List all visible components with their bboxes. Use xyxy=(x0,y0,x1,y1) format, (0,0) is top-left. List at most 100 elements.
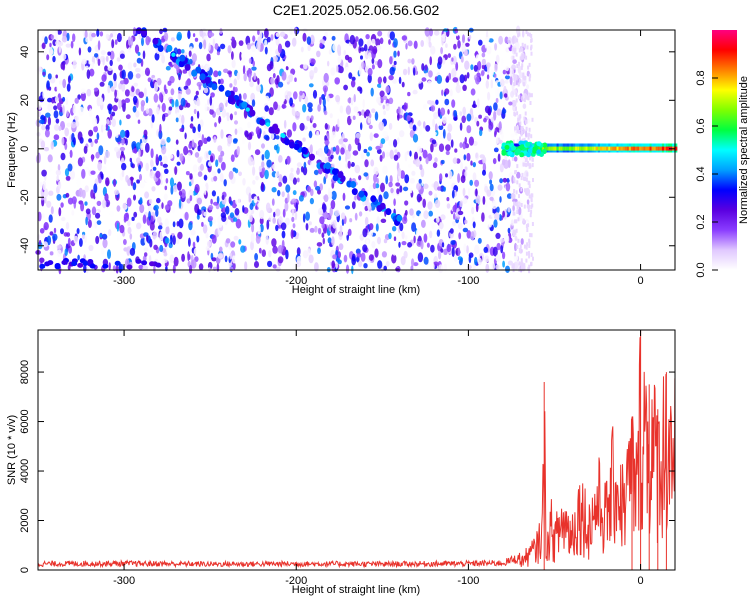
heatmap-cell xyxy=(265,235,269,245)
heatmap-cell xyxy=(421,63,425,71)
heatmap-cell xyxy=(502,210,505,218)
heatmap-cell xyxy=(259,209,265,220)
heatmap-cell xyxy=(367,67,373,76)
heatmap-cell xyxy=(86,88,92,97)
heatmap-cell xyxy=(577,146,581,151)
heatmap-cell xyxy=(177,231,183,240)
heatmap-cell xyxy=(111,111,116,117)
heatmap-cell xyxy=(261,154,265,161)
heatmap-cell xyxy=(69,149,73,158)
heatmap-cell xyxy=(64,127,69,137)
heatmap-cell xyxy=(295,202,299,212)
heatmap-cell xyxy=(367,52,372,59)
heatmap-cell xyxy=(455,84,461,94)
heatmap-cell xyxy=(94,138,98,144)
heatmap-cell xyxy=(445,43,448,48)
heatmap-cell xyxy=(309,125,313,132)
heatmap-cell xyxy=(162,163,168,168)
heatmap-cell xyxy=(195,90,199,96)
heatmap-cell xyxy=(641,146,645,151)
heatmap-cell xyxy=(242,205,245,213)
heatmap-cell xyxy=(132,182,137,191)
heatmap-cell xyxy=(148,198,153,204)
heatmap-cell xyxy=(90,170,96,175)
heatmap-cell xyxy=(292,122,297,132)
heatmap-cell xyxy=(253,72,257,81)
heatmap-cell xyxy=(175,139,179,145)
heatmap-cell xyxy=(475,188,478,197)
heatmap-cell xyxy=(327,237,332,244)
heatmap-cell xyxy=(358,211,363,217)
heatmap-cell xyxy=(407,66,410,76)
heatmap-cell xyxy=(337,56,342,64)
heatmap-cell xyxy=(83,264,87,273)
heatmap-cell xyxy=(399,130,405,138)
heatmap-cell xyxy=(113,178,117,187)
heatmap-cell xyxy=(523,76,526,81)
heatmap-cell xyxy=(272,264,277,269)
heatmap-cell xyxy=(522,219,525,224)
heatmap-cell xyxy=(52,55,56,63)
heatmap-cell xyxy=(212,38,216,49)
heatmap-cell xyxy=(436,229,441,237)
heatmap-cell xyxy=(351,201,356,210)
heatmap-cell xyxy=(525,55,528,60)
heatmap-cell xyxy=(413,262,419,267)
heatmap-cell xyxy=(221,194,225,201)
heatmap-cell xyxy=(236,72,240,81)
heatmap-cell xyxy=(498,121,502,131)
heatmap-cell xyxy=(526,95,529,100)
heatmap-cell xyxy=(202,224,208,234)
heatmap-cell xyxy=(264,149,270,160)
heatmap-cell xyxy=(530,209,533,214)
heatmap-cells xyxy=(35,25,678,275)
heatmap-cell xyxy=(478,39,483,46)
heatmap-cell xyxy=(337,50,342,56)
heatmap-cell xyxy=(223,68,229,74)
heatmap-cell xyxy=(392,247,397,256)
heatmap-cell xyxy=(265,122,271,127)
heatmap-cell xyxy=(216,195,220,204)
heatmap-cell xyxy=(514,47,517,52)
heatmap-cell xyxy=(144,172,150,183)
heatmap-cell xyxy=(193,247,200,256)
heatmap-cell xyxy=(620,146,624,151)
heatmap-cell xyxy=(187,152,192,162)
heatmap-cell xyxy=(364,44,368,52)
heatmap-cell xyxy=(515,126,518,131)
heatmap-cell xyxy=(206,53,211,62)
heatmap-cell xyxy=(438,250,442,260)
heatmap-cell xyxy=(350,181,357,188)
heatmap-cell xyxy=(392,78,398,84)
heatmap-cell xyxy=(104,150,110,159)
heatmap-cell xyxy=(426,242,430,248)
heatmap-cell xyxy=(253,196,258,204)
heatmap-cell xyxy=(157,225,163,230)
heatmap-cell xyxy=(188,50,192,57)
heatmap-cell xyxy=(546,146,550,151)
heatmap-cell xyxy=(599,146,603,151)
heatmap-cell xyxy=(446,197,450,202)
heatmap-cell xyxy=(334,209,340,217)
heatmap-cell xyxy=(512,211,515,216)
heatmap-cell xyxy=(281,71,287,81)
heatmap-cell xyxy=(245,256,252,263)
heatmap-cell xyxy=(385,261,390,267)
heatmap-cell xyxy=(132,105,137,113)
heatmap-cell xyxy=(38,119,45,124)
heatmap-cell xyxy=(308,130,313,139)
heatmap-cell xyxy=(452,55,457,65)
colorbar-tick-label: 0.8 xyxy=(695,70,707,85)
heatmap-cell xyxy=(96,220,102,226)
heatmap-cell xyxy=(536,141,542,147)
heatmap-cell xyxy=(255,205,258,210)
heatmap-cell xyxy=(197,209,202,216)
heatmap-cell xyxy=(415,229,419,240)
heatmap-cell xyxy=(324,162,331,170)
heatmap-cell xyxy=(143,129,148,137)
heatmap-cell xyxy=(61,216,66,222)
heatmap-cell xyxy=(88,244,94,252)
heatmap-cell xyxy=(91,61,95,69)
heatmap-cell xyxy=(499,163,504,173)
heatmap-cell xyxy=(522,75,525,80)
